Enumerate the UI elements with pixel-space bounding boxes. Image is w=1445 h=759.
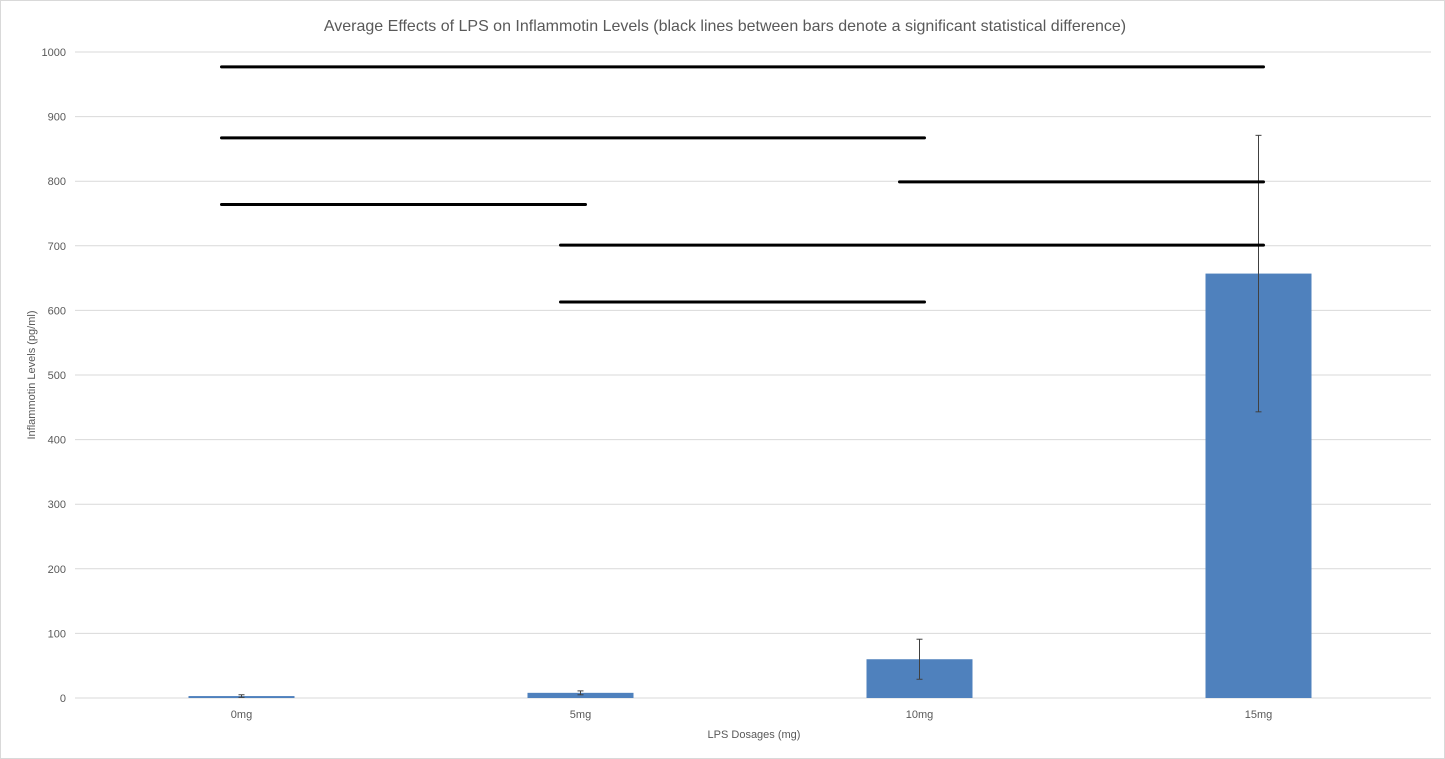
significance-lines (220, 65, 1265, 304)
gridlines (75, 51, 1431, 634)
x-tick-label: 10mg (906, 709, 934, 721)
x-axis-title: LPS Dosages (mg) (708, 729, 801, 741)
y-tick-label: 200 (48, 564, 66, 576)
x-tick-label: 0mg (231, 709, 252, 721)
x-tick-label: 5mg (570, 709, 591, 721)
y-tick-label: 100 (48, 628, 66, 640)
y-tick-label: 600 (48, 305, 66, 317)
y-tick-label: 0 (60, 693, 66, 705)
error-bars (238, 134, 1262, 698)
y-tick-label: 1000 (42, 47, 66, 59)
y-tick-label: 300 (48, 499, 66, 511)
y-axis-title: Inflammotin Levels (pg/ml) (26, 311, 38, 440)
x-axis-ticks: 0mg 5mg 10mg 15mg (231, 709, 1272, 721)
y-axis-ticks: 0 100 200 300 400 500 600 700 800 900 1000 (42, 47, 66, 705)
bar-5mg (527, 692, 634, 698)
chart-title: Average Effects of LPS on Inflammotin Le… (324, 18, 1126, 35)
y-tick-label: 500 (48, 370, 66, 382)
bars (188, 273, 1312, 698)
y-tick-label: 400 (48, 435, 66, 447)
y-tick-label: 800 (48, 176, 66, 188)
y-tick-label: 900 (48, 112, 66, 124)
y-tick-label: 700 (48, 241, 66, 253)
x-tick-label: 15mg (1245, 709, 1273, 721)
